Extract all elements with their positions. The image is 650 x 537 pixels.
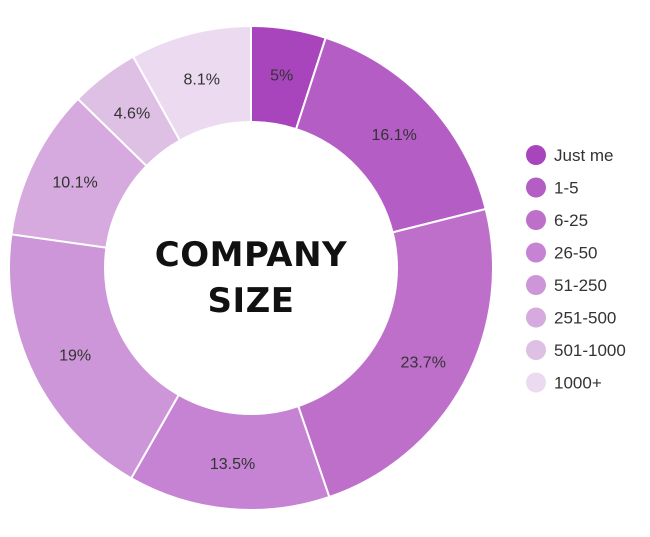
slice-label-1000: 8.1%: [183, 71, 219, 88]
chart-legend: Just me 1-5 6-25 26-50 51-250 251-500 501-1000…: [526, 145, 626, 393]
legend-label-1000: 1000+: [554, 374, 602, 393]
legend-label-501-1000: 501-1000: [554, 341, 626, 360]
legend-swatch-251-500: [526, 307, 546, 328]
legend-swatch-1-5: [526, 177, 546, 198]
legend-label-1-5: 1-5: [554, 179, 579, 198]
legend-swatch-just-me: [526, 145, 546, 165]
donut-center-title: COMPANY SIZE: [155, 235, 347, 321]
center-title-line-2: SIZE: [207, 281, 294, 321]
legend-label-6-25: 6-25: [554, 211, 588, 230]
slice-label-1-5: 16.1%: [372, 127, 417, 144]
slice-1000: [131, 24, 252, 142]
slice-label-26-50: 13.5%: [210, 456, 255, 473]
slice-label-51-250: 19%: [59, 347, 91, 364]
legend-swatch-51-250: [526, 275, 546, 295]
legend-swatch-501-1000: [526, 340, 546, 360]
donut-slices: [8, 24, 494, 511]
legend-label-51-250: 51-250: [554, 276, 607, 295]
slice-label-251-500: 10.1%: [52, 175, 97, 192]
legend-swatch-6-25: [526, 210, 546, 230]
legend-label-just-me: Just me: [554, 146, 614, 165]
slice-6-25: [296, 207, 494, 499]
donut-slice-labels: 5% 16.1% 23.7% 13.5% 19% 10.1% 4.6% 8.1%: [52, 67, 446, 473]
legend-label-26-50: 26-50: [554, 244, 597, 263]
slice-51-250: [8, 233, 181, 480]
center-title-line-1: COMPANY: [155, 235, 347, 275]
slice-label-6-25: 23.7%: [401, 355, 446, 372]
legend-swatch-1000: [526, 372, 546, 393]
legend-label-251-500: 251-500: [554, 309, 616, 328]
slice-label-just-me: 5%: [270, 67, 293, 84]
legend-swatch-26-50: [526, 242, 546, 263]
slice-label-501-1000: 4.6%: [114, 105, 150, 122]
